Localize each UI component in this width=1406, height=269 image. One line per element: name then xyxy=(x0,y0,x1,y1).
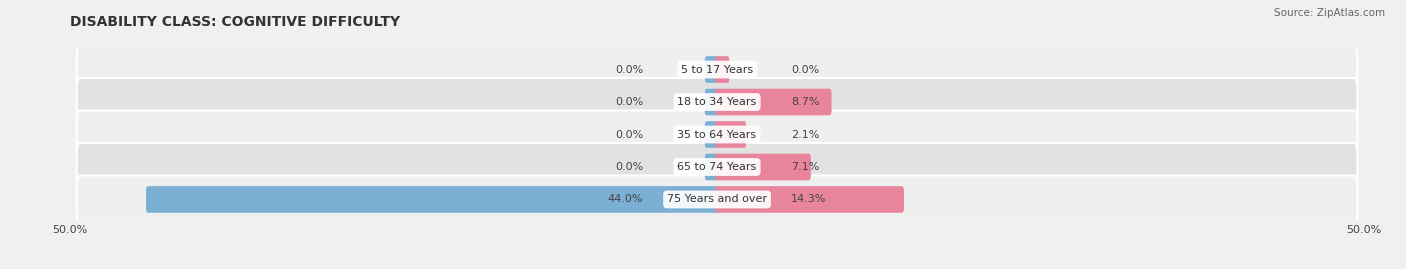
Text: 44.0%: 44.0% xyxy=(607,194,644,204)
FancyBboxPatch shape xyxy=(716,186,904,213)
FancyBboxPatch shape xyxy=(146,186,718,213)
Text: DISABILITY CLASS: COGNITIVE DIFFICULTY: DISABILITY CLASS: COGNITIVE DIFFICULTY xyxy=(70,15,401,29)
Text: 35 to 64 Years: 35 to 64 Years xyxy=(678,129,756,140)
Text: 0.0%: 0.0% xyxy=(790,65,820,75)
Text: Source: ZipAtlas.com: Source: ZipAtlas.com xyxy=(1274,8,1385,18)
FancyBboxPatch shape xyxy=(704,154,718,180)
Text: 75 Years and over: 75 Years and over xyxy=(666,194,768,204)
FancyBboxPatch shape xyxy=(704,56,718,83)
Text: 0.0%: 0.0% xyxy=(614,129,644,140)
FancyBboxPatch shape xyxy=(716,154,811,180)
Text: 7.1%: 7.1% xyxy=(790,162,820,172)
Text: 0.0%: 0.0% xyxy=(614,97,644,107)
FancyBboxPatch shape xyxy=(77,78,1357,126)
FancyBboxPatch shape xyxy=(77,111,1357,158)
Text: 0.0%: 0.0% xyxy=(614,65,644,75)
FancyBboxPatch shape xyxy=(716,56,730,83)
FancyBboxPatch shape xyxy=(716,89,831,115)
FancyBboxPatch shape xyxy=(716,121,747,148)
FancyBboxPatch shape xyxy=(704,89,718,115)
Text: 2.1%: 2.1% xyxy=(790,129,820,140)
Text: 65 to 74 Years: 65 to 74 Years xyxy=(678,162,756,172)
Text: 14.3%: 14.3% xyxy=(790,194,827,204)
FancyBboxPatch shape xyxy=(77,45,1357,94)
Text: 8.7%: 8.7% xyxy=(790,97,820,107)
FancyBboxPatch shape xyxy=(77,175,1357,224)
FancyBboxPatch shape xyxy=(77,143,1357,191)
Text: 18 to 34 Years: 18 to 34 Years xyxy=(678,97,756,107)
Text: 0.0%: 0.0% xyxy=(614,162,644,172)
FancyBboxPatch shape xyxy=(704,121,718,148)
Text: 5 to 17 Years: 5 to 17 Years xyxy=(681,65,754,75)
